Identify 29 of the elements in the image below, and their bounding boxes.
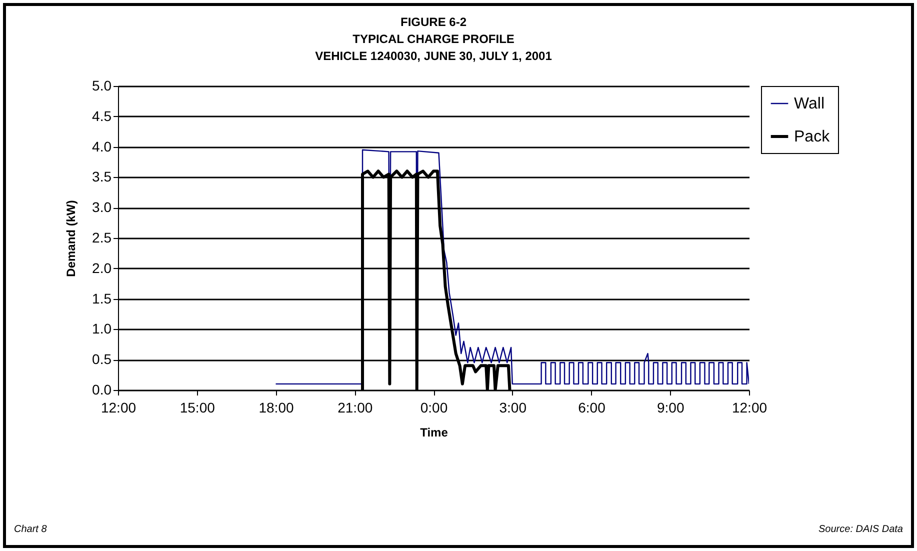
x-tick-label: 3:00 [499,400,527,416]
x-tick-label: 21:00 [338,400,373,416]
x-tick-label: 12:00 [732,400,768,416]
y-tick-label: 1.0 [92,320,112,337]
y-tick-label: 3.5 [92,168,112,185]
y-tick-label: 0.5 [92,351,112,368]
x-tick-label: 15:00 [180,400,216,416]
x-tick-label: 6:00 [578,400,606,416]
y-tick-label: 2.5 [92,230,112,246]
y-tick-label: 1.5 [92,290,112,306]
y-tick-label: 2.0 [92,260,112,276]
y-tick-label: 0.0 [92,382,112,398]
source-note: Source: DAIS Data [818,524,903,535]
y-tick-label: 4.5 [92,108,112,124]
y-axis-title: Demand (kW) [64,200,78,277]
x-tick-label: 9:00 [657,400,684,416]
legend-label: Pack [794,128,831,146]
y-tick-label: 3.0 [92,199,112,216]
x-tick-label: 12:00 [100,400,136,416]
caption: Chart 8 [14,524,47,535]
y-tick-label: 4.0 [92,138,112,154]
x-tick-label: 0:00 [420,400,448,416]
y-tick-label: 5.0 [92,78,112,94]
x-tick-label: 18:00 [258,400,294,416]
legend-label: Wall [794,96,825,112]
text: VEHICLE 1240030, JUNE 30, JULY 1, 2001 [315,49,552,63]
x-axis-title: Time [420,426,448,440]
text: FIGURE 6-2 [400,15,467,29]
text: TYPICAL CHARGE PROFILE [352,32,514,46]
